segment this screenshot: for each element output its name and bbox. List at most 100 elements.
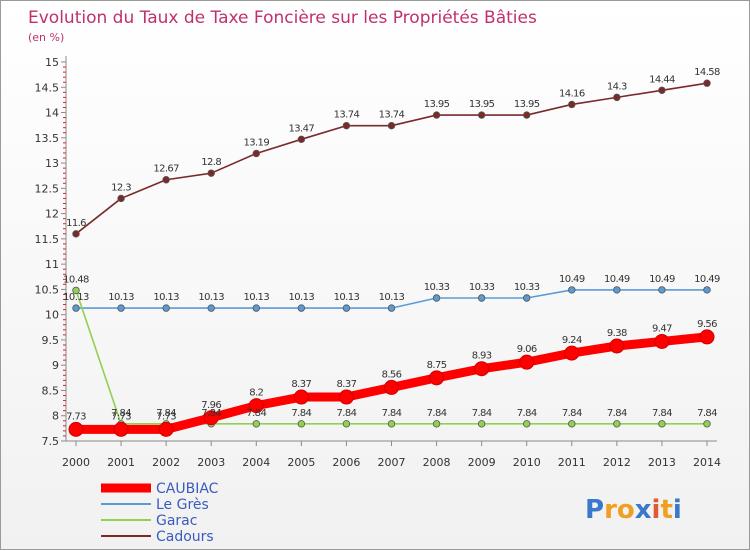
- data-point: [658, 420, 666, 428]
- data-point: [432, 111, 441, 119]
- y-tick-label: 9: [52, 359, 59, 372]
- data-point: [72, 230, 80, 238]
- data-point: [72, 304, 80, 312]
- y-tick-label: 14: [45, 107, 59, 120]
- data-point: [68, 421, 84, 437]
- x-tick-label: 2006: [332, 456, 360, 469]
- axes: 7.5 8 8.5 9 9.5 10 10.5 11 11.5 12 12.5 13 13.5 14 14.…: [35, 56, 721, 469]
- x-tick-label: 2013: [648, 456, 676, 469]
- data-label: 14.44: [649, 74, 675, 85]
- y-tick-label: 15: [45, 56, 59, 69]
- data-label: 7.84: [246, 408, 266, 419]
- data-label: 7.84: [201, 408, 221, 419]
- data-label: 12.67: [153, 164, 179, 175]
- data-point: [117, 304, 125, 312]
- data-label: 7.84: [156, 408, 176, 419]
- y-tick-label: 10.5: [35, 283, 60, 296]
- data-label: 10.13: [289, 292, 315, 303]
- data-point: [699, 329, 715, 345]
- x-tick-label: 2004: [242, 456, 270, 469]
- data-point: [477, 420, 486, 428]
- data-point: [477, 294, 486, 302]
- data-label: 9.06: [517, 344, 537, 355]
- data-point: [162, 304, 170, 312]
- logo-letter: t: [660, 495, 672, 525]
- data-point: [162, 176, 170, 184]
- data-label: 14.3: [607, 81, 627, 92]
- data-label: 13.95: [514, 99, 540, 110]
- data-point: [387, 121, 396, 130]
- data-label: 10.13: [334, 292, 360, 303]
- y-tick-label: 8: [52, 410, 59, 423]
- proxiti-logo: Proxiti: [585, 495, 682, 525]
- data-label: 7.73: [66, 411, 86, 422]
- data-point: [654, 333, 670, 349]
- x-tick-label: 2014: [693, 456, 721, 469]
- x-tick-label: 2002: [152, 456, 180, 469]
- data-point: [703, 79, 711, 87]
- y-tick-label: 7.5: [42, 435, 60, 448]
- data-label: 10.13: [153, 292, 179, 303]
- legend-label-le-gr-s: Le Grès: [156, 497, 209, 513]
- x-tick-label: 2008: [423, 456, 451, 469]
- data-point: [338, 389, 354, 405]
- data-labels: 11.6 12.3 12.67 12.8 13.19 13.47 13.74 13.74 13.…: [63, 67, 720, 422]
- data-point: [429, 370, 445, 386]
- series-le-gr-s: [72, 286, 711, 312]
- data-label: 7.84: [652, 408, 672, 419]
- data-label: 10.13: [198, 292, 224, 303]
- data-label: 7.84: [382, 408, 402, 419]
- data-point: [523, 111, 531, 119]
- data-point: [613, 420, 621, 428]
- logo-letter: P: [585, 495, 604, 525]
- data-label: 13.95: [424, 99, 450, 110]
- data-point: [203, 410, 219, 426]
- data-point: [568, 100, 576, 109]
- data-label: 8.75: [427, 360, 447, 371]
- data-point: [568, 286, 576, 294]
- data-point: [432, 420, 441, 428]
- logo-letter: i: [652, 495, 661, 525]
- logo-letter: i: [673, 495, 682, 525]
- data-point: [384, 379, 399, 395]
- data-point: [609, 338, 625, 354]
- data-label: 8.37: [336, 379, 356, 390]
- proxiti-logo-text: Proxiti: [585, 495, 682, 525]
- data-label: 10.49: [559, 274, 585, 285]
- data-point: [248, 398, 264, 414]
- data-point: [252, 420, 260, 428]
- data-label: 10.48: [63, 274, 89, 285]
- y-tick-label: 8.5: [42, 384, 60, 397]
- data-label: 10.13: [243, 292, 269, 303]
- y-tick-label: 14.5: [35, 81, 60, 94]
- logo-letter: x: [635, 495, 652, 525]
- data-label: 14.16: [559, 88, 585, 99]
- chart-title: Evolution du Taux de Taxe Foncière sur l…: [28, 8, 537, 28]
- x-tick-label: 2010: [513, 456, 541, 469]
- y-tick-label: 13: [45, 157, 59, 170]
- data-label: 10.49: [649, 274, 675, 285]
- data-label: 14.58: [694, 67, 720, 78]
- data-point: [703, 286, 711, 294]
- data-label: 7.84: [427, 408, 447, 419]
- data-label: 10.13: [63, 292, 89, 303]
- data-point: [387, 304, 396, 312]
- x-tick-label: 2000: [62, 456, 90, 469]
- data-label: 8.2: [249, 388, 263, 399]
- x-tick-label: 2001: [107, 456, 135, 469]
- data-point: [297, 304, 306, 312]
- data-label: 9.38: [607, 328, 627, 339]
- data-label: 13.74: [379, 110, 405, 121]
- data-label: 10.13: [108, 292, 134, 303]
- data-label: 7.73: [111, 411, 131, 422]
- data-label: 10.49: [694, 274, 720, 285]
- logo-letter: r: [604, 495, 617, 525]
- x-tick-label: 2003: [197, 456, 225, 469]
- data-label: 7.84: [562, 408, 582, 419]
- data-label: 10.33: [514, 282, 540, 293]
- data-point: [477, 111, 486, 119]
- data-point: [564, 345, 580, 361]
- data-point: [342, 121, 351, 130]
